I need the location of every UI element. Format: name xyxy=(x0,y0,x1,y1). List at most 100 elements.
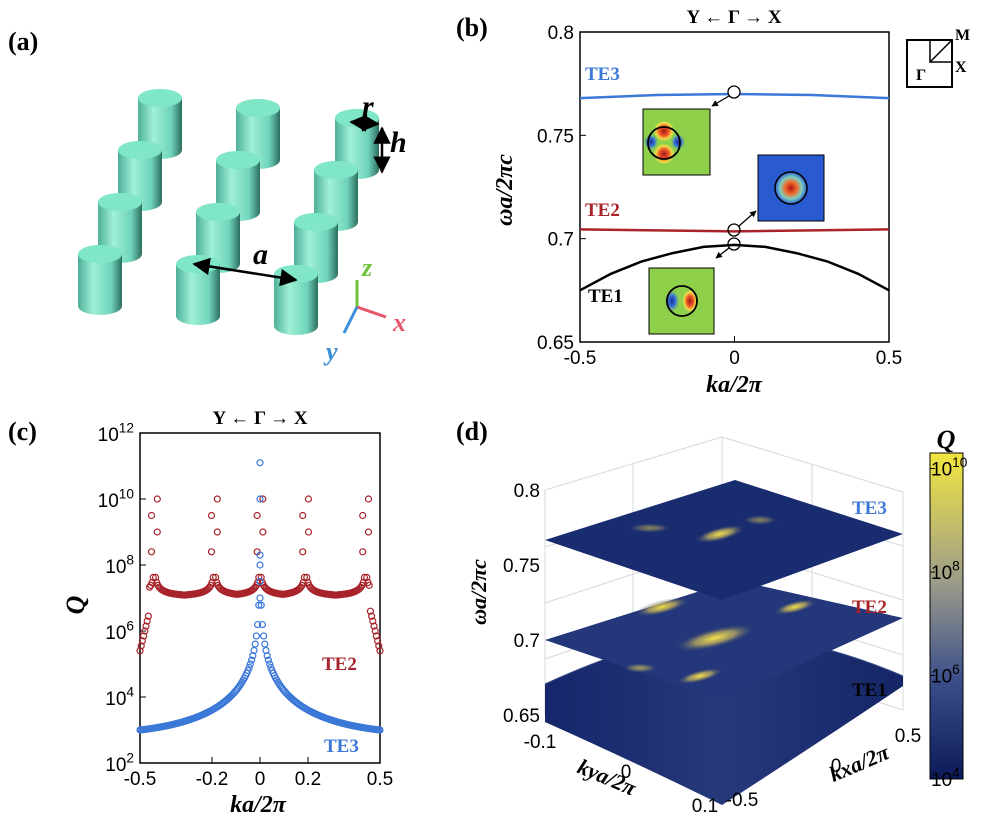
te3-point xyxy=(260,632,268,640)
surface-label-te2: TE2 xyxy=(852,597,887,618)
surface-te2 xyxy=(545,580,903,700)
height-label: h xyxy=(390,126,407,159)
te2-point xyxy=(140,632,148,640)
te2-point xyxy=(213,528,221,536)
mode-inset-te1 xyxy=(648,267,715,335)
chart-d-xtick-label: 0 xyxy=(831,756,842,777)
te2-point xyxy=(304,528,313,536)
te2-point xyxy=(369,617,377,625)
te3-point xyxy=(256,594,264,602)
chart-b-xlabel: ka/2π xyxy=(706,372,763,398)
te2-point xyxy=(299,548,307,556)
te3-point xyxy=(256,551,264,559)
chart-c-xtick-label: 0.5 xyxy=(367,769,393,790)
te2-point xyxy=(153,528,161,536)
te2-point xyxy=(149,573,157,581)
panel-label-a: (a) xyxy=(8,27,38,56)
series-label-te3: TE3 xyxy=(585,64,620,85)
te2-point xyxy=(359,511,367,520)
series-label-te2: TE2 xyxy=(585,200,620,221)
chart-c-ylabel: Q xyxy=(61,595,90,614)
colorbar-tick-label: 1010 xyxy=(931,455,968,481)
pillar-top xyxy=(236,99,280,117)
bz-label-gamma: Γ xyxy=(916,67,926,84)
mode-inset-te3 xyxy=(642,108,711,176)
pillar-side xyxy=(78,254,122,315)
te2-point xyxy=(153,495,161,503)
te2-point xyxy=(360,573,368,581)
series-line-te2 xyxy=(579,228,890,233)
te2-point xyxy=(209,573,217,581)
te2-point xyxy=(138,637,146,645)
te2-point xyxy=(371,627,379,635)
bz-label-x: X xyxy=(955,59,967,76)
chart-c-ytick-label: 106 xyxy=(105,618,134,644)
te2-point xyxy=(365,581,373,589)
pillar-top xyxy=(274,265,318,283)
pillar-top xyxy=(138,89,182,107)
surface-label-te1: TE1 xyxy=(852,680,887,701)
radius-label: r xyxy=(362,90,374,123)
te2-point xyxy=(366,607,374,615)
lattice-constant-label: a xyxy=(253,238,268,271)
te2-point xyxy=(376,647,384,655)
pillar-top xyxy=(98,193,142,211)
te2-point xyxy=(304,495,313,503)
panel-label-d: (d) xyxy=(456,417,488,446)
mode-markers xyxy=(711,85,757,259)
surface-label-te3: TE3 xyxy=(852,498,887,519)
chart-c-ytick-label: 104 xyxy=(105,684,134,710)
te2-point xyxy=(364,528,373,536)
chart-d-ztick-label: 0.7 xyxy=(514,631,540,652)
te3-point xyxy=(263,652,271,660)
te2-point xyxy=(207,511,216,520)
te2-point xyxy=(147,548,156,556)
colorbar-label: Q xyxy=(937,425,956,454)
te2-point xyxy=(359,548,367,556)
te3-point xyxy=(256,561,264,569)
chart-b-frame xyxy=(579,31,890,343)
chart-d-ytick-label: 0.1 xyxy=(692,796,718,817)
bz-label-m: M xyxy=(955,27,970,44)
pillar xyxy=(78,245,122,315)
chart-b-ytick-label: 0.8 xyxy=(548,23,574,44)
chart-c-xtick-label: -0.2 xyxy=(196,769,229,790)
te2-point xyxy=(255,573,263,581)
pillar-array-schematic xyxy=(78,89,379,335)
pillar-top xyxy=(294,213,338,231)
x-axis-label: x xyxy=(392,308,406,337)
te2-point xyxy=(142,622,150,630)
chart-d: 0.65 0.7 0.75 0.8 -0.5 0 0.5 -0.1 0 0.1 TE3 TE2 T… xyxy=(466,425,968,817)
te3-point xyxy=(266,660,274,668)
pillar-top xyxy=(78,245,122,263)
te2-point xyxy=(259,528,267,536)
chart-c-ytick-label: 1012 xyxy=(98,420,134,446)
panel-label-c: (c) xyxy=(8,417,37,446)
te3-point xyxy=(258,620,266,629)
colorbar-tick-label: 106 xyxy=(931,662,960,688)
series-line-te1 xyxy=(579,243,890,292)
colorbar xyxy=(929,452,964,780)
te2-point xyxy=(372,632,380,640)
chart-d-ytick-label: 0 xyxy=(621,762,632,783)
chart-b-ytick-label: 0.7 xyxy=(548,230,574,251)
colorbar-tick-label: 108 xyxy=(931,558,960,584)
chart-d-xtick-label: 0.5 xyxy=(895,726,921,747)
schematic-dimensions: r h a xyxy=(192,90,407,287)
chart-c-ytick-label: 102 xyxy=(105,750,134,776)
te2-point xyxy=(374,637,382,645)
series-label-te2: TE2 xyxy=(322,654,357,675)
te2-point xyxy=(137,642,145,650)
te3-point xyxy=(256,577,264,586)
te2-point xyxy=(136,647,144,655)
chart-d-ztick-label: 0.65 xyxy=(503,706,540,727)
chart-d-xtick-label: -0.5 xyxy=(726,790,759,811)
chart-b-ylabel: ωa/2πc xyxy=(492,154,518,226)
te3-point xyxy=(254,620,262,629)
chart-b-xtick-label: -0.5 xyxy=(564,348,597,369)
y-axis-label: y xyxy=(323,337,338,366)
chart-d-zlabel: ωa/2πc xyxy=(466,559,491,625)
brillouin-zone-icon: M X Γ xyxy=(906,27,970,88)
pillar-top xyxy=(216,151,260,169)
